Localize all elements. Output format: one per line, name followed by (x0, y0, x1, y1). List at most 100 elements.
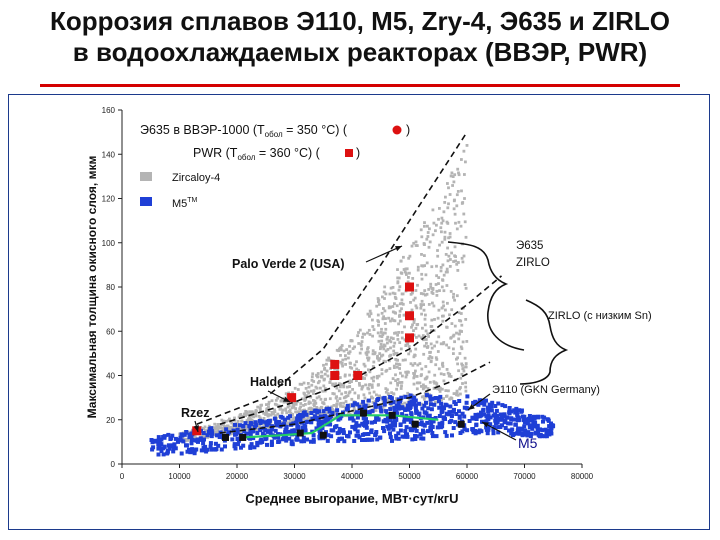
m5-point (312, 409, 317, 414)
zircaloy-point (422, 242, 426, 245)
m5-point (402, 419, 407, 424)
zircaloy-point (389, 381, 393, 385)
zircaloy-point (391, 337, 395, 340)
zircaloy-point (348, 344, 351, 348)
annotation-palo-verde-arrow (365, 245, 403, 263)
m5-point (517, 417, 522, 422)
m5-point (538, 427, 543, 432)
m5-point (265, 442, 269, 447)
zircaloy-point (443, 235, 447, 239)
m5-point (170, 433, 175, 438)
m5-point (337, 426, 342, 431)
zircaloy-point (460, 323, 464, 327)
zircaloy-point (379, 343, 383, 346)
zircaloy-point (252, 411, 256, 415)
zircaloy-point (348, 379, 352, 383)
m5-point (446, 412, 451, 417)
zircaloy-point (393, 311, 397, 314)
zircaloy-point (310, 383, 314, 387)
zircaloy-point (405, 373, 409, 377)
zircaloy-point (457, 220, 461, 224)
zircaloy-point (286, 421, 290, 425)
zircaloy-point (440, 240, 444, 244)
zircaloy-point (423, 323, 427, 327)
zircaloy-point (247, 417, 250, 421)
m5-point (488, 422, 493, 427)
zircaloy-point (353, 345, 356, 349)
zircaloy-point (280, 420, 283, 424)
zircaloy-point (402, 268, 406, 271)
m5-point (417, 412, 422, 417)
zircaloy-point (452, 180, 456, 184)
m5-point (453, 420, 458, 425)
zircaloy-point (447, 346, 451, 350)
x-tick-label: 20000 (226, 472, 249, 481)
m5-point (404, 425, 409, 430)
m5-point (339, 429, 344, 433)
m5-point (496, 401, 501, 406)
zircaloy-point (313, 399, 317, 403)
pwr-marker (405, 282, 414, 292)
zircaloy-point (452, 207, 456, 211)
m5-point (489, 408, 494, 413)
m5-point (360, 438, 364, 442)
zircaloy-point (425, 341, 428, 345)
m5-point (520, 433, 525, 438)
zircaloy-point (383, 285, 387, 289)
zircaloy-point (366, 358, 370, 362)
m5-point (388, 435, 393, 440)
zircaloy-point (420, 235, 424, 239)
zircaloy-point (418, 381, 422, 385)
zircaloy-point (376, 313, 380, 317)
zircaloy-point (460, 202, 464, 205)
m5-point (379, 408, 384, 413)
m5-point (277, 439, 282, 444)
zircaloy-point (344, 363, 347, 366)
m5-point (428, 425, 433, 430)
zircaloy-point (423, 344, 426, 348)
m5-point (284, 438, 289, 443)
m5-point (181, 432, 186, 437)
m5-point (198, 436, 203, 441)
zircaloy-point (412, 376, 416, 380)
e110-marker (360, 409, 367, 417)
zircaloy-point (346, 394, 350, 398)
m5-point (423, 410, 428, 415)
zircaloy-point (441, 219, 445, 223)
m5-point (366, 432, 371, 436)
x-axis-label: Среднее выгорание, МВт·сут/кгU (245, 491, 458, 506)
zircaloy-point (385, 397, 389, 401)
m5-point (485, 431, 490, 436)
zircaloy-point (203, 434, 207, 438)
m5-point (546, 418, 551, 423)
m5-point (512, 408, 517, 413)
zircaloy-point (339, 348, 343, 352)
zircaloy-point (316, 381, 320, 385)
m5-point (204, 449, 209, 454)
zircaloy-point (389, 336, 393, 340)
zircaloy-point (377, 298, 381, 302)
m5-point (195, 437, 200, 442)
m5-point (362, 420, 367, 425)
m5-point (399, 395, 404, 400)
m5-point (303, 424, 308, 429)
m5-point (484, 425, 489, 430)
m5-point (452, 407, 456, 412)
zircaloy-point (222, 419, 225, 423)
zircaloy-point (373, 351, 377, 354)
zircaloy-point (376, 297, 380, 300)
m5-point (414, 434, 419, 439)
zircaloy-point (398, 315, 401, 318)
zircaloy-point (386, 341, 389, 345)
zircaloy-point (435, 340, 439, 344)
zircaloy-point (377, 300, 380, 304)
zircaloy-point (366, 346, 370, 349)
zircaloy-point (427, 245, 431, 249)
zircaloy-point (423, 254, 426, 257)
zircaloy-point (345, 348, 349, 351)
m5-point (257, 418, 262, 423)
m5-point (208, 441, 213, 446)
zircaloy-point (216, 427, 220, 430)
m5-point (437, 414, 442, 418)
zircaloy-point (398, 285, 402, 289)
